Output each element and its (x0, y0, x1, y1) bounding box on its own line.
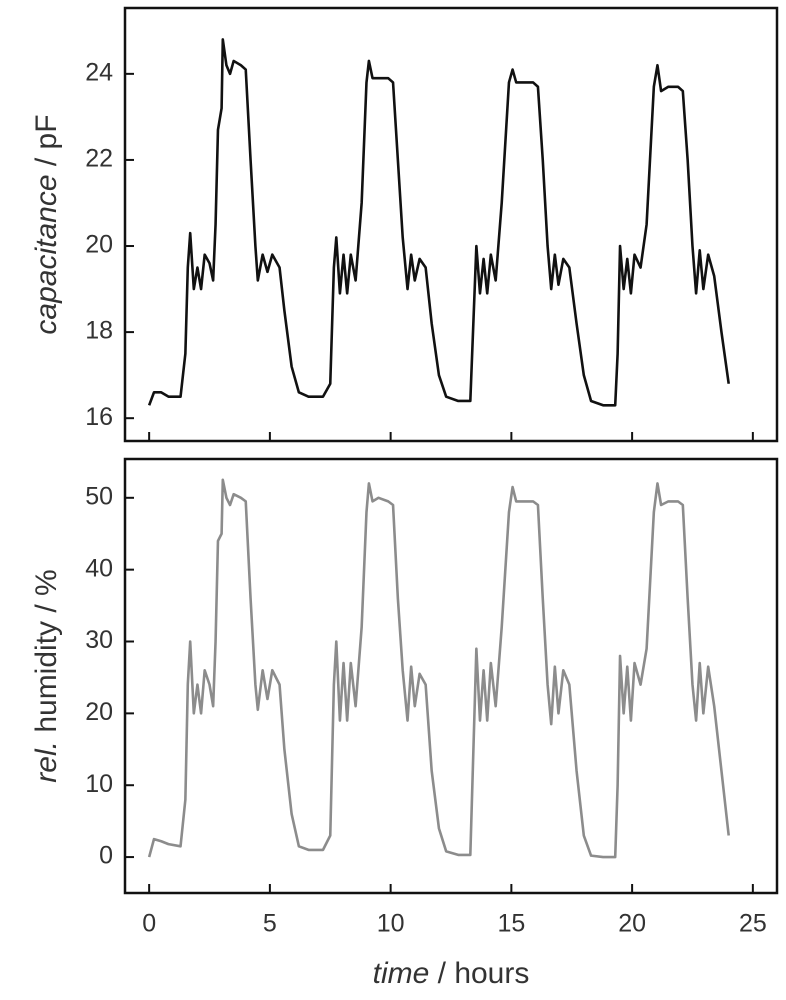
x-tick-label: 10 (377, 910, 405, 938)
y-tick-label: 0 (99, 842, 113, 870)
x-tick-label: 15 (497, 910, 525, 938)
y-tick-label: 20 (85, 698, 113, 726)
y-tick-label: 30 (85, 626, 113, 654)
y-axis-label: rel. humidity / % (30, 569, 63, 782)
x-tick-label: 0 (142, 910, 156, 938)
x-tick-label: 20 (618, 910, 646, 938)
y-tick-label: 40 (85, 554, 113, 582)
y-tick-label: 20 (85, 231, 113, 259)
x-axis-label: time / hours (373, 957, 530, 990)
y-tick-label: 24 (85, 58, 113, 86)
y-tick-label: 18 (85, 317, 113, 345)
y-tick-label: 10 (85, 770, 113, 798)
data-line (147, 38, 730, 407)
x-tick-label: 5 (263, 910, 277, 938)
y-axis-label: capacitance / pF (30, 114, 63, 334)
x-tick-label: 25 (739, 910, 767, 938)
y-tick-label: 50 (85, 482, 113, 510)
plot-frame (123, 457, 779, 895)
plot-frame (123, 6, 779, 443)
data-line (147, 478, 730, 859)
y-tick-label: 16 (85, 403, 113, 431)
y-tick-label: 22 (85, 145, 113, 173)
